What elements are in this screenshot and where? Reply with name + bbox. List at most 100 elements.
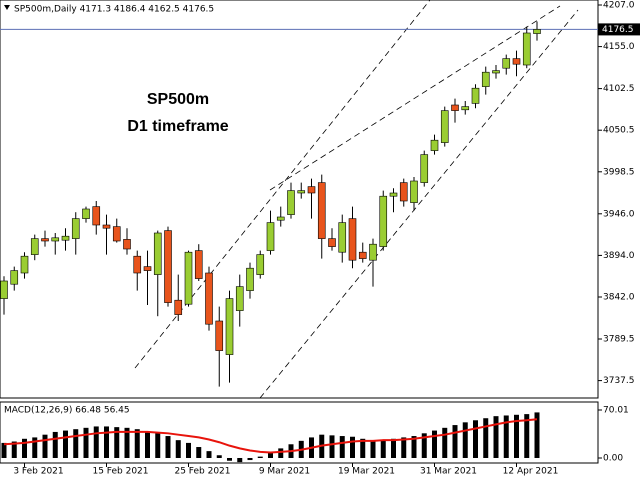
candle-body <box>369 243 377 261</box>
macd-bar <box>196 447 202 458</box>
candle-body <box>266 222 275 251</box>
y-tick-label: 3737.5 <box>603 376 635 386</box>
macd-bar <box>360 438 366 458</box>
candle-body <box>307 186 316 194</box>
main-panel <box>0 0 599 399</box>
macd-y-tick-label: 70.01 <box>603 405 629 415</box>
candle-body <box>287 190 295 215</box>
candle-body <box>512 58 521 65</box>
macd-bar <box>93 426 99 458</box>
candle-body <box>471 87 480 104</box>
macd-bar <box>339 436 345 458</box>
macd-bar <box>421 433 427 458</box>
candle-body <box>20 255 29 274</box>
trend-lines <box>134 0 579 399</box>
macd-bar <box>432 430 437 458</box>
macd-bar <box>155 433 161 458</box>
trend-line <box>259 9 579 399</box>
macd-bar <box>73 429 79 458</box>
candle-body <box>225 298 234 355</box>
candle-body <box>440 110 449 143</box>
candle-body <box>481 71 490 87</box>
x-tick-label: 12 Apr 2021 <box>503 467 559 477</box>
macd-bar <box>227 457 232 461</box>
candle-body <box>164 230 172 303</box>
macd-bar <box>442 427 448 458</box>
candle-body <box>399 182 408 202</box>
macd-bar <box>104 426 109 458</box>
last-price-box <box>598 23 640 36</box>
macd-bar <box>268 452 273 458</box>
macd-bar <box>247 457 253 461</box>
candle-body <box>30 238 39 255</box>
candle-body <box>451 104 459 111</box>
trend-line <box>134 0 431 369</box>
macd-bar <box>411 436 417 458</box>
y-tick-label: 4155.0 <box>603 42 635 52</box>
candle-body <box>246 267 254 291</box>
macd-bar <box>503 415 509 458</box>
macd-bar <box>473 420 478 458</box>
candle-body <box>317 182 326 239</box>
macd-bar <box>63 430 68 458</box>
y-tick-label: 3894.0 <box>603 251 635 261</box>
candle-body <box>389 192 398 197</box>
candle-body <box>256 254 265 275</box>
candle-body <box>143 266 152 271</box>
macd-panel <box>0 401 599 464</box>
macd-bar <box>124 427 130 458</box>
candle-body <box>82 208 90 219</box>
macd-bar <box>134 429 140 458</box>
candle-body <box>184 251 193 305</box>
menu-icon[interactable] <box>4 5 10 10</box>
macd-bar <box>524 414 530 458</box>
macd-bar <box>52 431 58 458</box>
macd-bar <box>401 437 407 458</box>
macd-bar <box>329 435 335 458</box>
macd-bar <box>380 440 386 458</box>
candle-body <box>522 32 531 66</box>
candle-body <box>410 180 418 203</box>
macd-bar <box>370 440 376 458</box>
macd-bar <box>257 456 263 458</box>
macd-bar <box>11 441 17 458</box>
x-tick-label: 3 Feb 2021 <box>13 467 63 477</box>
candle-body <box>379 195 388 247</box>
macd-bar <box>534 412 540 458</box>
y-tick-label: 4102.5 <box>603 84 635 94</box>
y-tick-label: 3946.0 <box>603 209 635 219</box>
macd-bar <box>186 442 191 458</box>
candle-body <box>205 272 213 325</box>
candle-body <box>41 238 49 242</box>
candle-body <box>430 139 439 151</box>
y-tick-label: 3789.5 <box>603 335 635 345</box>
candle-body <box>0 280 8 299</box>
candle-body <box>358 251 367 259</box>
x-tick-label: 25 Feb 2021 <box>174 467 230 477</box>
x-tick-label: 9 Mar 2021 <box>259 467 310 477</box>
y-tick-label: 3842.0 <box>603 293 635 303</box>
candle-body <box>276 216 285 221</box>
macd-bar <box>452 425 458 458</box>
candle-body <box>420 154 429 183</box>
macd-bar <box>493 416 499 458</box>
macd-bar <box>278 448 284 458</box>
x-tick-label: 31 Mar 2021 <box>420 467 477 477</box>
macd-bar <box>145 431 150 458</box>
macd-bar <box>32 437 38 458</box>
macd-bar <box>22 438 27 458</box>
macd-bar <box>83 427 89 458</box>
macd-bar <box>350 436 355 458</box>
candle-body <box>174 299 183 315</box>
macd-bar <box>42 434 48 458</box>
candle-body <box>71 218 80 239</box>
y-tick-label: 4050.5 <box>603 126 635 136</box>
candle-body <box>502 58 511 69</box>
candle-body <box>123 239 131 250</box>
macd-signal <box>3 418 538 454</box>
candle-body <box>533 29 541 34</box>
trend-line <box>269 5 561 191</box>
candle-body <box>235 286 244 311</box>
candle-body <box>215 320 224 351</box>
